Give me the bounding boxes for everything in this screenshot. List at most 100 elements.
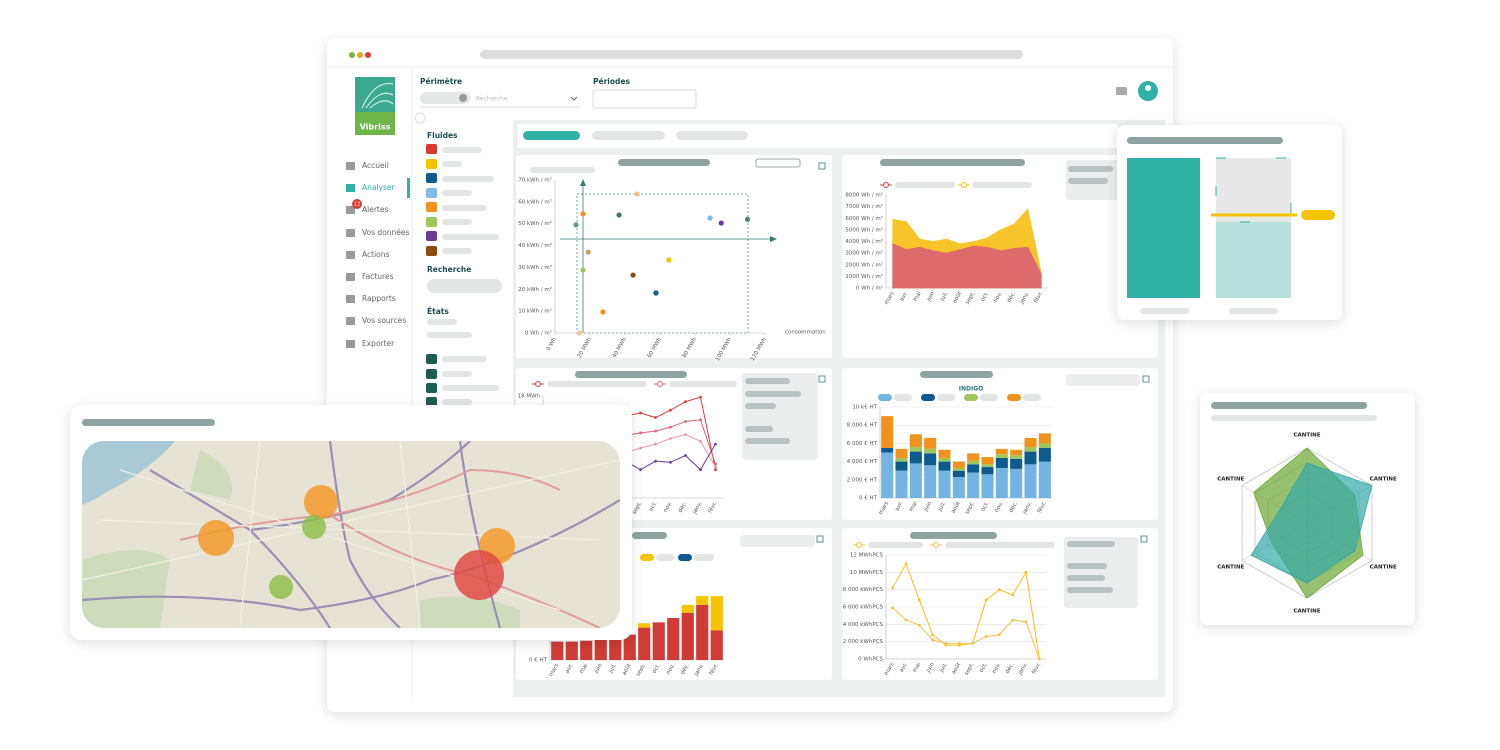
fluid-swatch[interactable] (426, 159, 437, 169)
panel-heading: Fluides (427, 131, 458, 140)
line-marker (699, 418, 702, 422)
line-marker (997, 633, 1001, 637)
tab[interactable] (592, 131, 665, 140)
line-marker (984, 635, 988, 638)
line-marker (699, 439, 702, 443)
nav-item[interactable]: Actions (362, 250, 389, 259)
fluid-swatch[interactable] (426, 217, 437, 227)
line (892, 562, 1040, 660)
periods-input[interactable] (592, 89, 697, 109)
nav-item[interactable]: Exporter (362, 339, 395, 348)
nav-item[interactable]: Vos données (362, 228, 410, 237)
bar-segment (881, 416, 894, 448)
bar-segment (981, 457, 994, 465)
y-tick-label: 12 MWhPCS (850, 553, 884, 559)
tab[interactable] (676, 131, 748, 140)
y-tick-label: 0 € HT (859, 496, 878, 502)
chip-clear[interactable] (459, 94, 467, 102)
fluid-swatch[interactable] (426, 231, 437, 241)
expand-icon[interactable] (1142, 375, 1150, 383)
collapse-button[interactable] (414, 112, 426, 124)
briefcase-icon[interactable] (1116, 87, 1127, 95)
map-bubble[interactable] (454, 550, 504, 600)
point (666, 257, 672, 263)
map-bubble[interactable] (269, 575, 293, 599)
fluid-swatch[interactable] (426, 246, 437, 256)
y-tick-label: 18 MWh (518, 394, 541, 400)
bar-segment (967, 453, 980, 461)
nav-item[interactable]: Vos sources (362, 316, 406, 325)
y-tick-label: 0 € HT (529, 658, 548, 664)
bar-segment (1038, 433, 1051, 444)
state-checkbox[interactable] (426, 383, 437, 393)
map[interactable] (82, 441, 620, 628)
filter-label: Périmètre (420, 77, 462, 86)
window-dot (349, 52, 355, 58)
point (707, 215, 713, 221)
bar-segment (909, 447, 922, 452)
x-tick-label: juil. (939, 291, 950, 304)
perimeter-chip[interactable] (420, 92, 470, 104)
expand-icon[interactable] (816, 535, 824, 543)
line-marker (639, 468, 642, 472)
line-marker (654, 459, 657, 463)
x-tick-label: nov. (665, 663, 676, 676)
map-bubble[interactable] (304, 485, 338, 519)
search-input[interactable] (427, 279, 502, 293)
expand-icon[interactable] (818, 375, 826, 383)
bar-segment (696, 596, 709, 605)
line-marker (931, 633, 935, 637)
state-checkbox[interactable] (426, 369, 437, 379)
fluid-swatch[interactable] (426, 144, 437, 154)
nav-item[interactable]: Analyser (362, 183, 396, 192)
point (634, 191, 640, 197)
window-dot (365, 52, 371, 58)
y-tick-label: 2000 Wh / m² (845, 261, 883, 268)
state-checkbox[interactable] (426, 354, 437, 364)
card-title (632, 532, 667, 539)
line-marker (917, 623, 921, 627)
map-bubble[interactable] (302, 515, 326, 539)
placeholder (1067, 575, 1105, 581)
y-tick-label: 60 kWh / m² (518, 198, 552, 205)
nav-item[interactable]: Alertes (362, 205, 388, 214)
line-marker (684, 433, 687, 436)
y-tick-label: 10 k€ HT (852, 405, 877, 411)
bar-segment (967, 460, 980, 465)
nav-item[interactable]: Factures (362, 272, 394, 281)
nav-icon (346, 317, 355, 325)
tab-active[interactable] (523, 131, 580, 140)
bar-segment (1024, 437, 1037, 448)
placeholder (1023, 394, 1041, 401)
placeholder (1068, 166, 1113, 172)
state-checkbox[interactable] (426, 397, 437, 407)
legend-swatch (1007, 394, 1021, 401)
map-bubble[interactable] (198, 520, 234, 556)
filter-label: Périodes (593, 77, 630, 86)
nav-item[interactable]: Accueil (362, 161, 389, 170)
placeholder (745, 403, 776, 409)
park (82, 450, 520, 628)
bar-segment (909, 434, 922, 448)
selection-box (576, 193, 749, 334)
expand-icon[interactable] (1140, 535, 1148, 543)
search-placeholder[interactable]: Recherche (476, 96, 508, 103)
bar-segment (710, 596, 723, 631)
nav-icon (346, 229, 355, 237)
axis-label: CANTINE (1370, 565, 1397, 571)
toolbar-icons[interactable] (755, 158, 801, 168)
nav-item[interactable]: Rapports (362, 294, 396, 303)
bar-segment (1010, 458, 1023, 469)
dropdown-arrow[interactable] (570, 96, 578, 101)
placeholder (442, 399, 472, 405)
x-tick-label: avr. (899, 662, 909, 674)
fluid-swatch[interactable] (426, 188, 437, 198)
y-tick-label: 50 kWh / m² (518, 220, 552, 227)
fluid-swatch[interactable] (426, 202, 437, 212)
fluid-swatch[interactable] (426, 173, 437, 183)
window-dot (357, 52, 363, 58)
placeholder (1229, 308, 1278, 314)
bar-segment (952, 467, 965, 471)
bar-segment (938, 461, 951, 471)
expand-icon[interactable] (818, 162, 826, 170)
